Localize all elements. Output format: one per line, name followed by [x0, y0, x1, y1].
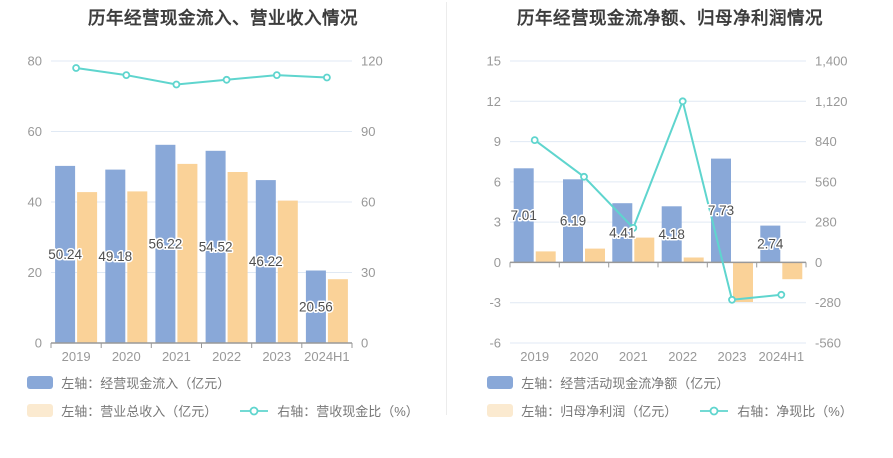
panel-divider — [446, 2, 447, 415]
svg-text:15: 15 — [487, 54, 501, 69]
svg-text:54.52: 54.52 — [199, 239, 233, 254]
legend-item-label: 左轴：归母净利润（亿元） — [521, 404, 678, 419]
svg-text:30: 30 — [361, 265, 375, 280]
svg-text:2023: 2023 — [262, 349, 291, 364]
legend-item-label: 左轴：经营活动现金流净额（亿元） — [521, 376, 730, 391]
svg-text:6: 6 — [494, 174, 501, 189]
legend-item-operating-net-cashflow[interactable]: 左轴：经营活动现金流净额（亿元） — [487, 373, 729, 392]
legend: 左轴：经营现金流入（亿元） 左轴：营业总收入（亿元） 右轴：营收现金比（%） — [0, 373, 446, 420]
svg-text:1,120: 1,120 — [815, 94, 848, 109]
svg-text:-3: -3 — [489, 295, 501, 310]
net-cashflow-profit-plot: 15 12 9 6 3 0 -3 -6 1,400 1,120 840 560 280 0 -280 -560… — [487, 54, 848, 365]
line-marker-icon — [700, 406, 729, 415]
svg-text:2019: 2019 — [62, 349, 91, 364]
svg-text:2.74: 2.74 — [757, 237, 784, 252]
svg-text:560: 560 — [815, 174, 837, 189]
svg-text:2020: 2020 — [112, 349, 141, 364]
legend-item-total-revenue[interactable]: 左轴：营业总收入（亿元） — [27, 401, 217, 420]
legend-row: 左轴：经营活动现金流净额（亿元） — [487, 373, 853, 392]
legend-swatch-blue-icon — [27, 376, 54, 389]
svg-text:60: 60 — [28, 124, 42, 139]
legend-item-revenue-cash-ratio[interactable]: 右轴：营收现金比（%） — [239, 401, 419, 420]
svg-text:2023: 2023 — [718, 349, 747, 364]
svg-text:12: 12 — [487, 94, 501, 109]
legend: 左轴：经营活动现金流净额（亿元） 左轴：归母净利润（亿元） 右轴：净现比（%） — [447, 373, 893, 420]
svg-text:80: 80 — [28, 54, 42, 69]
svg-text:90: 90 — [361, 124, 375, 139]
cash-inflow-revenue-plot: 80 60 40 20 0 120 90 60 30 0 2019 2020 2021 2022 2023 2… — [28, 54, 383, 365]
svg-text:2021: 2021 — [162, 349, 191, 364]
svg-text:2020: 2020 — [570, 349, 599, 364]
legend-item-net-profit[interactable]: 左轴：归母净利润（亿元） — [487, 401, 677, 420]
line-marker-icon — [240, 406, 269, 415]
svg-text:50.24: 50.24 — [48, 247, 82, 262]
svg-text:49.18: 49.18 — [98, 249, 132, 264]
svg-text:0: 0 — [361, 336, 368, 351]
svg-text:280: 280 — [815, 215, 837, 230]
svg-text:1,400: 1,400 — [815, 54, 848, 69]
svg-text:2024H1: 2024H1 — [759, 349, 805, 364]
legend-item-label: 左轴：经营现金流入（亿元） — [61, 376, 231, 391]
legend-row: 左轴：营业总收入（亿元） 右轴：营收现金比（%） — [27, 401, 419, 420]
legend-swatch-orange-icon — [27, 404, 54, 417]
svg-text:3: 3 — [494, 215, 501, 230]
legend-item-label: 右轴：净现比（%） — [737, 404, 853, 419]
svg-text:2022: 2022 — [212, 349, 241, 364]
chart-panel-net-cashflow-profit: 历年经营现金流净额、归母净利润情况 15 12 9 6 3 0 -3 -6 1,400 1,120… — [447, 0, 893, 458]
svg-text:120: 120 — [361, 54, 383, 69]
svg-text:20: 20 — [28, 265, 42, 280]
legend-item-net-cash-ratio[interactable]: 右轴：净现比（%） — [699, 401, 853, 420]
chart-panel-cash-inflow-revenue: 历年经营现金流入、营业收入情况 80 60 40 20 0 120 90 60 30 0 2019 2… — [0, 0, 446, 458]
svg-text:7.01: 7.01 — [511, 208, 537, 223]
legend-swatch-blue-icon — [487, 376, 514, 389]
svg-text:2022: 2022 — [668, 349, 697, 364]
svg-text:2024H1: 2024H1 — [304, 349, 350, 364]
svg-text:2019: 2019 — [520, 349, 549, 364]
svg-text:0: 0 — [815, 255, 822, 270]
svg-text:0: 0 — [35, 336, 42, 351]
chart-title: 历年经营现金流净额、归母净利润情况 — [517, 8, 823, 28]
svg-text:4.18: 4.18 — [659, 227, 685, 242]
svg-text:56.22: 56.22 — [149, 236, 183, 251]
legend-row: 左轴：经营现金流入（亿元） — [27, 373, 419, 392]
svg-text:46.22: 46.22 — [249, 254, 283, 269]
svg-text:-280: -280 — [815, 295, 841, 310]
svg-text:9: 9 — [494, 134, 501, 149]
svg-text:0: 0 — [494, 255, 501, 270]
svg-text:2021: 2021 — [619, 349, 648, 364]
svg-text:-6: -6 — [489, 336, 501, 351]
legend-item-label: 右轴：营收现金比（%） — [277, 404, 419, 419]
svg-text:20.56: 20.56 — [299, 299, 333, 314]
svg-text:-560: -560 — [815, 336, 841, 351]
legend-swatch-orange-icon — [487, 404, 514, 417]
svg-text:40: 40 — [28, 195, 42, 210]
legend-item-cash-inflow[interactable]: 左轴：经营现金流入（亿元） — [27, 373, 230, 392]
legend-row: 左轴：归母净利润（亿元） 右轴：净现比（%） — [487, 401, 853, 420]
svg-text:840: 840 — [815, 134, 837, 149]
svg-text:6.19: 6.19 — [560, 213, 586, 228]
legend-item-label: 左轴：营业总收入（亿元） — [61, 404, 218, 419]
svg-text:7.73: 7.73 — [708, 203, 734, 218]
chart-title: 历年经营现金流入、营业收入情况 — [88, 8, 358, 28]
svg-text:60: 60 — [361, 195, 375, 210]
svg-text:4.41: 4.41 — [609, 225, 635, 240]
